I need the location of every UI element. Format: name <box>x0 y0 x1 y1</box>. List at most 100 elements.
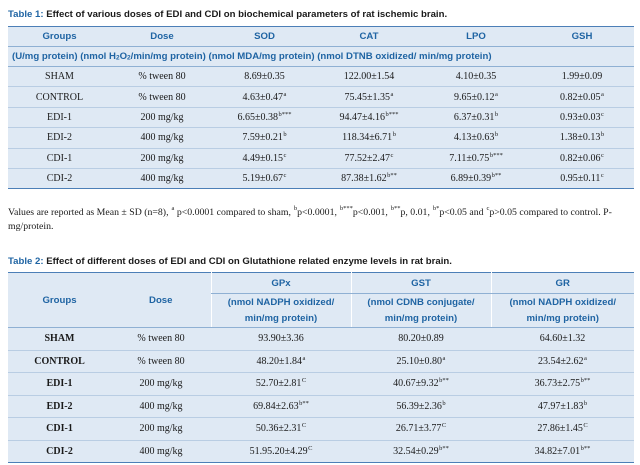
table2-cell-group: SHAM <box>8 327 111 351</box>
table2-cell-group: CDI-1 <box>8 417 111 441</box>
table2-row: SHAM% tween 80 93.90±3.36 80.20±0.89 64.60±… <box>8 327 634 351</box>
table1-cell-lpo: 6.37±0.31b <box>422 107 530 129</box>
table1-cell-gsh: 0.95±0.11c <box>560 172 604 185</box>
table2-row: CONTROL% tween 80 48.20±1.84a 25.10±0.80a 2… <box>8 350 634 373</box>
table1-unit-sod: (U/mg protein) <box>12 51 78 62</box>
table1-header-gsh: GSH <box>530 26 634 47</box>
table2-cell-gpx: 50.36±2.31C <box>211 417 351 441</box>
table1-cell-gsh: 1.38±0.13b <box>530 127 634 149</box>
table2-row: CDI-1 200 mg/kg 50.36±2.31C 26.71±3.77C 27.8… <box>8 417 634 441</box>
table2-cell-gr: 34.82±7.01b** <box>534 444 591 457</box>
table2-cell-dose: 200 mg/kg <box>111 372 211 396</box>
table1-unit-gsh: (nmol DTNB oxidized/ min/mg protein) <box>317 51 492 62</box>
table1-row: EDI-1 200 mg/kg 6.65±0.38b*** 94.47±4.16b**… <box>8 107 634 129</box>
table2-header-gr: GR <box>490 272 634 294</box>
table1-cell-cat: 87.38±1.62b** <box>341 172 397 185</box>
table1-cell-sod: 4.63±0.47a <box>213 86 316 108</box>
table2-unit-gpx-2: min/mg protein) <box>210 310 351 328</box>
table1-unit-cat: (nmol H2O2/min/mg protein) <box>80 51 206 62</box>
table1-row: EDI-2 400 mg/kg 7.59±0.21b 118.34±6.71b 4.13… <box>8 127 634 149</box>
table1-cell-group: EDI-2 <box>8 127 111 149</box>
table1-cell-lpo: 4.10±0.35 <box>422 66 530 88</box>
table1-cell-group: CONTROL <box>8 86 111 108</box>
table1-cell-group: EDI-1 <box>8 107 111 129</box>
table1-cell-gsh: 1.99±0.09 <box>530 66 634 88</box>
table1-cell-cat: 94.47±4.16b*** <box>316 107 422 129</box>
table1-cell-lpo: 7.11±0.75b*** <box>422 148 530 169</box>
table1-cell-sod: 6.65±0.38b*** <box>213 107 316 129</box>
table1-cell-gsh: 0.82±0.05a <box>530 86 634 108</box>
table2-cell-group: CDI-2 <box>46 445 73 457</box>
table2-cell-gr: 36.73±2.75b** <box>491 372 634 396</box>
table2-cell-gr: 47.97±1.83b <box>491 395 634 418</box>
table1-cell-lpo: 4.13±0.63b <box>422 127 530 149</box>
table1-cell-sod: 7.59±0.21b <box>213 127 316 149</box>
table1-row: CDI-2 400 mg/kg 5.19±0.67c 87.38±1.62b** 6.8… <box>8 168 634 188</box>
table2-row: EDI-1 200 mg/kg 52.70±2.81C 40.67±9.32b** 36… <box>8 372 634 396</box>
table1-cell-group: SHAM <box>8 66 111 88</box>
table1-cell-sod: 5.19±0.67c <box>242 172 287 185</box>
table1-units-row: (U/mg protein) (nmol H2O2/min/mg protein… <box>8 46 634 67</box>
table1-cell-dose: 200 mg/kg <box>111 107 213 129</box>
table2-caption: Table 2: Effect of different doses of ED… <box>8 256 452 267</box>
table2-unit-gr-2: min/mg protein) <box>490 310 634 328</box>
table2-cell-dose: 400 mg/kg <box>139 445 183 457</box>
table2-header-gst: GST <box>350 272 491 294</box>
table2: Groups Dose GPx GST GR (nmol NADPH oxidi… <box>8 272 634 463</box>
table2-cell-gr: 27.86±1.45C <box>491 417 634 441</box>
table1-cell-gsh: 0.82±0.06c <box>530 148 634 169</box>
table2-cell-dose: % tween 80 <box>111 350 211 373</box>
table1-caption: Table 1: Effect of various doses of EDI … <box>8 9 447 20</box>
table2-cell-gpx: 69.84±2.63b** <box>211 395 351 418</box>
table2-row: EDI-2 400 mg/kg 69.84±2.63b** 56.39±2.36b 47… <box>8 395 634 418</box>
table2-cell-gr: 64.60±1.32 <box>491 327 634 351</box>
table1-cell-dose: % tween 80 <box>111 86 213 108</box>
table1-header-dose: Dose <box>111 26 213 47</box>
table2-unit-gst-1: (nmol CDNB conjugate/ <box>350 293 491 310</box>
table1-cell-sod: 8.69±0.35 <box>213 66 316 88</box>
table1-header-sod: SOD <box>213 26 316 47</box>
table1-cell-group: CDI-2 <box>46 173 73 185</box>
table2-cell-gst: 32.54±0.29b** <box>393 444 449 457</box>
table2-unit-gr-1: (nmol NADPH oxidized/ <box>490 293 634 310</box>
table1-cell-dose: 200 mg/kg <box>111 148 213 169</box>
table2-cell-gpx: 48.20±1.84a <box>211 350 351 373</box>
table2-cell-gst: 25.10±0.80a <box>351 350 491 373</box>
table2-cell-dose: % tween 80 <box>111 327 211 351</box>
table2-caption-label: Table 2: <box>8 256 44 267</box>
table1-cell-dose: 400 mg/kg <box>140 173 184 185</box>
table2-cell-gst: 56.39±2.36b <box>351 395 491 418</box>
table1-footnote: Values are reported as Mean ± SD (n=8), … <box>8 205 612 232</box>
table2-cell-gst: 40.67±9.32b** <box>351 372 491 396</box>
table1-header-lpo: LPO <box>422 26 530 47</box>
table2-caption-text: Effect of different doses of EDI and CDI… <box>43 256 452 267</box>
table1-cell-lpo: 6.89±0.39b** <box>450 172 502 185</box>
table2-header-gpx: GPx <box>210 272 351 294</box>
table1: Groups Dose SOD CAT LPO GSH (U/mg protei… <box>8 26 634 190</box>
table2-cell-gst: 26.71±3.77C <box>351 417 491 441</box>
table1-caption-label: Table 1: <box>8 9 44 20</box>
table2-cell-gr: 23.54±2.62a <box>491 350 634 373</box>
table2-unit-gpx-1: (nmol NADPH oxidized/ <box>210 293 351 310</box>
table1-row: CONTROL% tween 80 4.63±0.47a 75.45±1.35a 9.… <box>8 86 634 108</box>
table2-header-groups: Groups <box>8 272 111 328</box>
table2-cell-gst: 80.20±0.89 <box>351 327 491 351</box>
table2-cell-dose: 200 mg/kg <box>111 417 211 441</box>
table2-unit-gst-2: min/mg protein) <box>350 310 491 328</box>
table1-row: SHAM% tween 80 8.69±0.35 122.00±1.54 4.10±0… <box>8 66 634 88</box>
table2-header-dose: Dose <box>111 272 211 328</box>
table1-header-cat: CAT <box>316 26 422 47</box>
table2-row: CDI-2 400 mg/kg 51.95.20±4.29C 32.54±0.29b*… <box>8 440 634 463</box>
table1-cell-dose: 400 mg/kg <box>111 127 213 149</box>
table1-cell-cat: 77.52±2.47c <box>316 148 422 169</box>
table2-cell-group: EDI-2 <box>8 395 111 418</box>
table1-cell-dose: % tween 80 <box>111 66 213 88</box>
table1-caption-text: Effect of various doses of EDI and CDI o… <box>43 9 448 20</box>
table1-unit-lpo: (nmol MDA/mg protein) <box>208 51 315 62</box>
table2-cell-group: CONTROL <box>8 350 111 373</box>
table1-cell-cat: 122.00±1.54 <box>316 66 422 88</box>
table2-cell-gpx: 52.70±2.81C <box>211 372 351 396</box>
table2-cell-dose: 400 mg/kg <box>111 395 211 418</box>
table1-cell-group: CDI-1 <box>8 148 111 169</box>
table2-cell-gpx: 51.95.20±4.29C <box>249 444 313 457</box>
